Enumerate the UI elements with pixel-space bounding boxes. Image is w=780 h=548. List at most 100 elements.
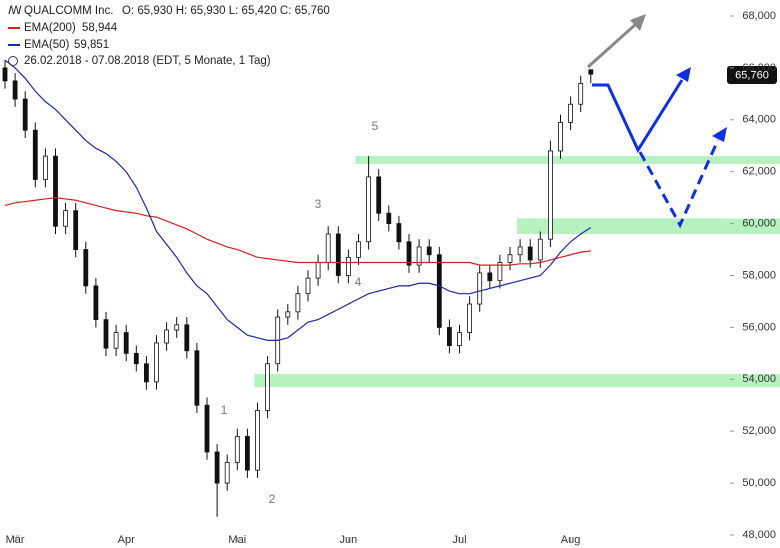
candle-body xyxy=(376,176,382,214)
candle-body xyxy=(548,150,553,240)
chart-title: QUALCOMM Inc. xyxy=(24,5,113,17)
gray-arrow-head xyxy=(630,14,646,31)
zones xyxy=(254,156,780,388)
candle-body xyxy=(416,246,422,266)
candle-body xyxy=(234,435,240,463)
candle-body xyxy=(32,129,38,180)
candle-body xyxy=(133,352,139,365)
ema-line xyxy=(4,59,592,341)
last-price: 65,760 xyxy=(735,69,769,81)
y-tick-label: 68,000 xyxy=(742,10,776,22)
candle-body xyxy=(103,319,109,349)
dashed-arrow xyxy=(638,139,720,229)
legend-value: 58,944 xyxy=(82,22,118,34)
candle-body xyxy=(487,272,493,282)
gray-arrow xyxy=(586,22,638,69)
candle-body xyxy=(588,69,594,75)
candle-body xyxy=(396,223,402,243)
candle-body xyxy=(527,246,533,261)
candle-body xyxy=(154,342,159,383)
blue-arrow-head xyxy=(676,67,691,82)
candle-body xyxy=(43,155,48,180)
candle-body xyxy=(305,277,311,295)
wave-label: 2 xyxy=(269,492,276,506)
candle-body xyxy=(446,326,452,346)
candle-body xyxy=(497,262,503,282)
x-tick-label: Jun xyxy=(340,534,358,546)
candle-body xyxy=(143,363,149,383)
blue-arrow xyxy=(592,79,684,154)
candle-body xyxy=(2,67,8,82)
candle-body xyxy=(406,241,412,266)
candle-body xyxy=(467,303,473,333)
wave-label: 3 xyxy=(315,197,322,211)
candle-body xyxy=(507,254,513,263)
y-tick-label: 50,000 xyxy=(742,477,776,489)
candle-body xyxy=(194,350,200,406)
ema-line xyxy=(4,197,591,266)
legend-label: EMA(200) xyxy=(24,22,76,34)
candle-body xyxy=(477,272,483,305)
candle-body xyxy=(426,246,432,256)
y-tick-label: 66,000 xyxy=(742,62,776,74)
support-zone xyxy=(254,374,780,388)
legend-value: 59,851 xyxy=(74,39,109,51)
candle-body xyxy=(113,332,119,349)
candle-body xyxy=(315,262,321,279)
candle-body xyxy=(265,363,271,411)
candle-body xyxy=(386,212,392,225)
clock-icon xyxy=(8,56,18,66)
candle-body xyxy=(578,83,584,105)
candle-body xyxy=(244,435,250,471)
candle-body xyxy=(12,80,18,100)
candle-body xyxy=(537,238,543,261)
candle-body xyxy=(73,210,79,250)
candle-body xyxy=(457,332,462,346)
candle-body xyxy=(517,246,523,256)
candle-body xyxy=(285,311,291,318)
candle-body xyxy=(436,254,442,328)
x-tick-label: Jul xyxy=(452,534,466,546)
candle-body xyxy=(558,121,563,152)
forecast-arrows xyxy=(586,14,727,229)
period: 26.02.2018 - 07.08.2018 (EDT, 5 Monate, … xyxy=(24,55,271,67)
support-zone xyxy=(517,218,780,234)
candle-body xyxy=(214,451,220,484)
candle-body xyxy=(174,324,180,331)
candle-body xyxy=(83,249,89,287)
candle-body xyxy=(335,233,341,276)
candle-body xyxy=(93,285,99,321)
wave-label: 1 xyxy=(221,403,228,417)
last-price-tag xyxy=(727,66,777,84)
ohlc: O: 65,930 H: 65,930 L: 65,420 C: 65,760 xyxy=(122,5,330,17)
candle-body xyxy=(295,293,301,313)
y-tick-label: 56,000 xyxy=(742,321,776,333)
y-tick-label: 52,000 xyxy=(742,425,776,437)
candle-body xyxy=(164,329,170,344)
y-tick-label: 58,000 xyxy=(742,269,776,281)
legend-label: EMA(50) xyxy=(24,39,70,51)
wave-label: 5 xyxy=(372,119,379,133)
plot xyxy=(2,59,594,517)
candle-body xyxy=(22,98,28,131)
support-zone xyxy=(355,156,780,164)
y-tick-label: 54,000 xyxy=(742,373,776,385)
candle-body xyxy=(63,210,68,227)
x-tick-label: Mär xyxy=(6,534,25,546)
wave-label: 4 xyxy=(355,275,362,289)
candle-body xyxy=(184,324,190,352)
candle-body xyxy=(255,410,260,471)
candle-body xyxy=(123,332,129,354)
candle-body xyxy=(356,241,361,258)
y-tick-label: 64,000 xyxy=(742,114,776,126)
candle-body xyxy=(325,233,331,263)
candle-body xyxy=(53,155,58,227)
icon: ꟿ xyxy=(8,5,22,17)
x-tick-label: Mai xyxy=(228,534,246,546)
candle-body xyxy=(204,404,210,453)
dashed-arrow-head xyxy=(712,127,727,142)
candle-body xyxy=(224,461,230,484)
y-tick-label: 62,000 xyxy=(742,166,776,178)
